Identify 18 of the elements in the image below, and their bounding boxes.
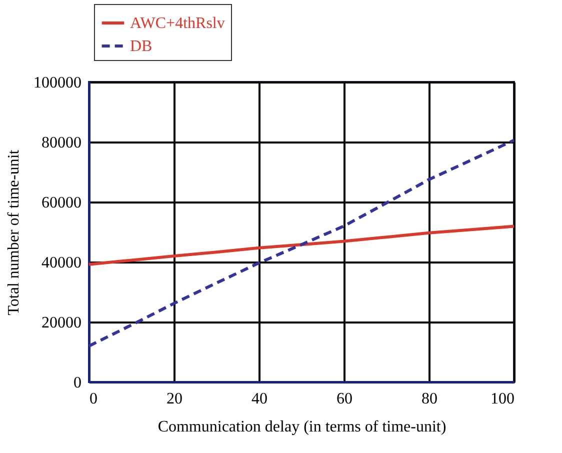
y-tick-label: 40000 xyxy=(42,254,82,272)
x-tick-label: 100 xyxy=(490,390,514,408)
y-axis-title: Total number of time-unit xyxy=(6,149,22,316)
x-tick-label: 60 xyxy=(336,390,352,408)
y-tick-label: 0 xyxy=(74,374,82,392)
y-tick-label: 80000 xyxy=(42,134,82,152)
y-tick-label: 20000 xyxy=(42,314,82,332)
x-tick-label: 0 xyxy=(90,390,98,408)
x-tick-label: 20 xyxy=(166,390,182,408)
y-tick-label: 100000 xyxy=(34,74,82,92)
line-series xyxy=(88,138,516,348)
x-axis-title: Communication delay (in terms of time-unit) xyxy=(158,418,446,436)
y-tick-label: 60000 xyxy=(42,194,82,212)
legend-label: DB xyxy=(130,38,152,55)
legend-label: AWC+4thRslv xyxy=(130,15,225,32)
line-series xyxy=(88,224,516,266)
x-tick-label: 40 xyxy=(252,390,268,408)
x-tick-label: 80 xyxy=(422,390,438,408)
